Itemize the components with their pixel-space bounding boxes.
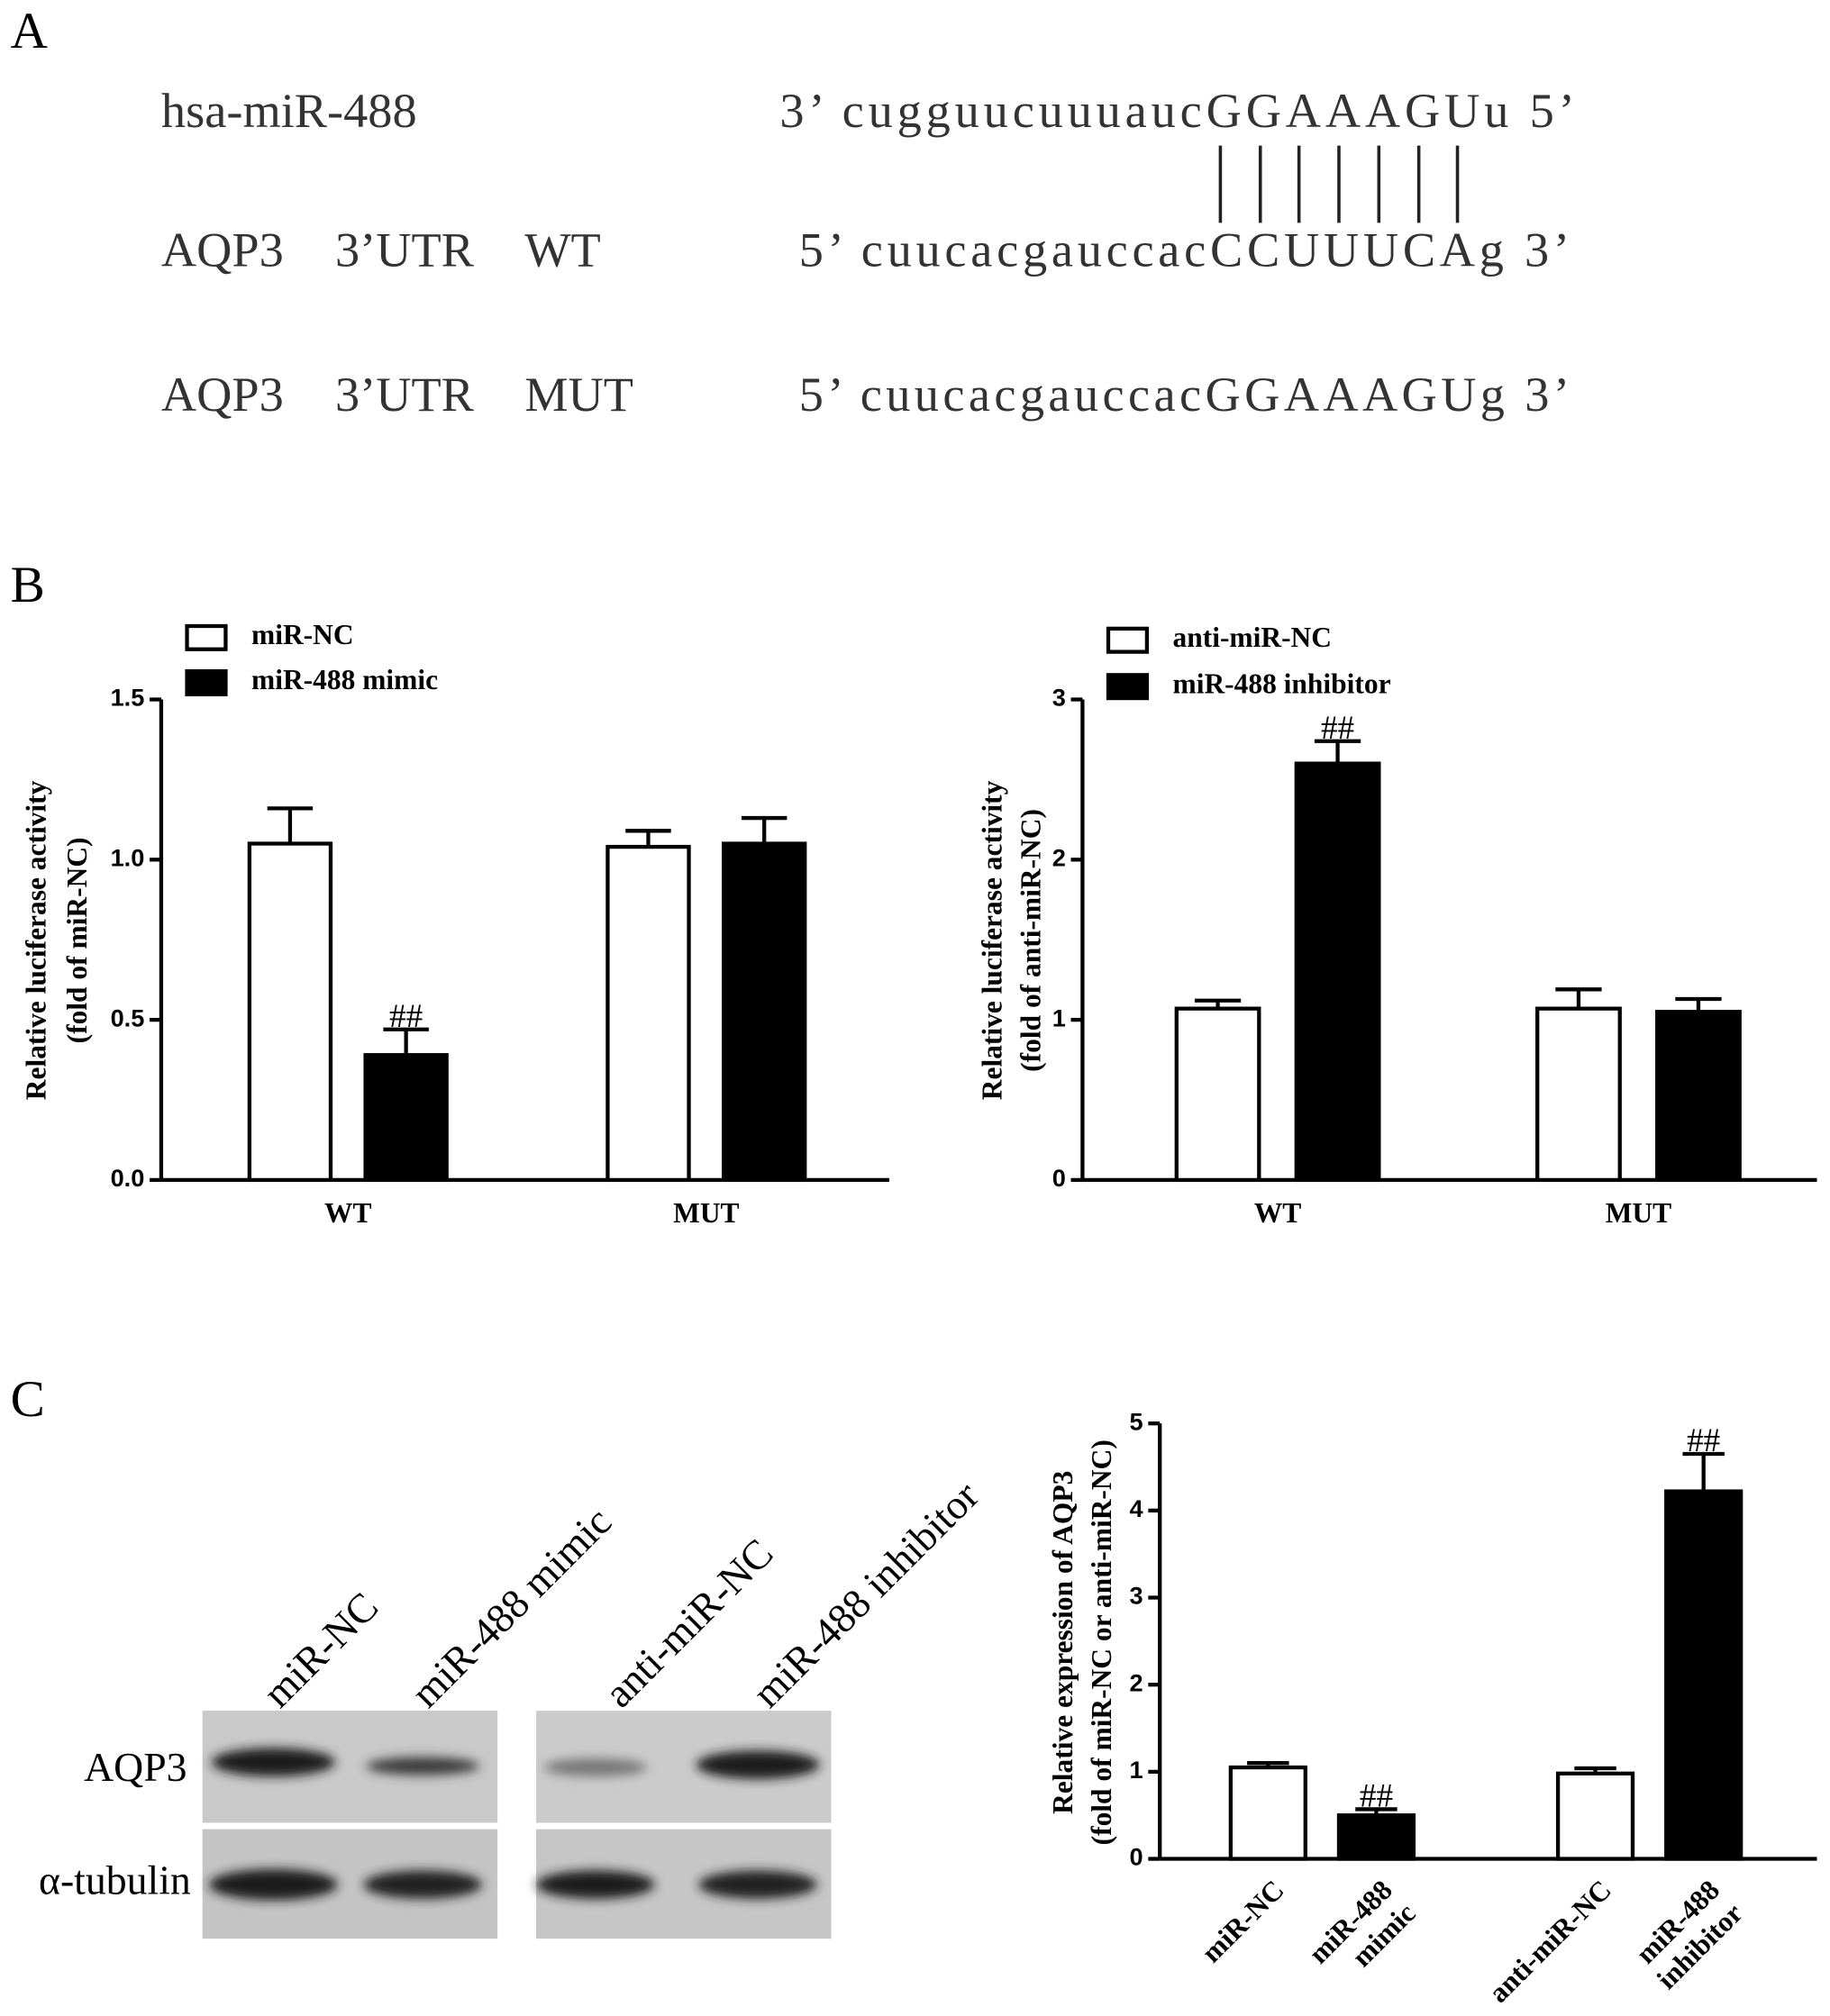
row-label: hsa-miR-488 — [161, 84, 417, 138]
y-tick-label: 2 — [1130, 1668, 1143, 1696]
bar — [1336, 1813, 1416, 1861]
panel-label: B — [11, 557, 45, 613]
y-tick-label: 3 — [1130, 1582, 1143, 1610]
y-axis-label: Relative expression of AQP3 — [1047, 1471, 1079, 1814]
bar — [1664, 1489, 1744, 1861]
significance: ## — [1360, 1778, 1393, 1815]
sequence: 3’ cugguucuuuaucGGAAAGUu 5’ — [779, 84, 1574, 138]
sequence: 5’ cuucacgauccacGGAAAGUg 3’ — [799, 368, 1570, 422]
legend-label: miR-488 inhibitor — [1173, 667, 1391, 699]
bar — [363, 1053, 449, 1183]
row-label: MUT — [524, 368, 633, 422]
y-axis-label: Relative luciferase activity — [976, 780, 1007, 1100]
lane-label: miR-NC — [254, 1583, 387, 1716]
lane-label: miR-488 inhibitor — [743, 1472, 988, 1716]
legend-label: miR-NC — [251, 619, 354, 650]
protein-label: α-tubulin — [39, 1857, 191, 1903]
legend-label: miR-488 mimic — [251, 664, 438, 695]
x-tick-label: anti-miR-NC — [1482, 1874, 1617, 2009]
bar — [1228, 1765, 1307, 1861]
lane-label: miR-488 mimic — [402, 1498, 620, 1716]
y-tick-label: 4 — [1130, 1494, 1143, 1522]
base-pairing — [1218, 145, 1460, 223]
panel-label: A — [11, 3, 48, 59]
bar — [1294, 761, 1381, 1183]
y-axis-label: (fold of anti-miR-NC) — [1015, 809, 1046, 1072]
bar — [1535, 1006, 1622, 1183]
y-tick-label: 0 — [1130, 1843, 1143, 1871]
x-tick-label: WT — [324, 1197, 371, 1229]
legend-label: anti-miR-NC — [1173, 622, 1332, 653]
significance: ## — [1321, 710, 1354, 747]
y-tick-label: 3 — [1052, 684, 1066, 712]
row-label: AQP3 — [161, 368, 284, 422]
legend-swatch — [1106, 673, 1150, 701]
x-tick-label: MUT — [673, 1197, 739, 1229]
y-tick-label: 0.0 — [111, 1164, 145, 1192]
y-tick-label: 2 — [1052, 843, 1066, 871]
y-tick-label: 1.5 — [111, 684, 145, 712]
y-tick-label: 1 — [1130, 1756, 1143, 1784]
y-tick-label: 5 — [1130, 1407, 1143, 1435]
y-axis-label: (fold of miR-NC) — [61, 837, 93, 1043]
bar — [1655, 1010, 1742, 1183]
row-label: AQP3 — [161, 223, 284, 277]
bar — [721, 841, 807, 1183]
y-tick-label: 0 — [1052, 1164, 1066, 1192]
y-tick-label: 0.5 — [111, 1003, 145, 1031]
row-label: 3’UTR — [335, 368, 475, 422]
panel-label: C — [11, 1371, 45, 1428]
legend-swatch — [185, 623, 228, 651]
sequence: 5’ cuucacgauccacCCUUUCAg 3’ — [799, 223, 1570, 277]
bar — [247, 841, 333, 1183]
x-tick-label: miR-NC — [1196, 1874, 1290, 1968]
row-label: 3’UTR — [335, 223, 475, 277]
bar — [1174, 1006, 1261, 1183]
x-tick-label: MUT — [1606, 1197, 1671, 1229]
legend-swatch — [185, 668, 228, 696]
y-axis-label: (fold of miR-NC or anti-miR-NC) — [1086, 1439, 1117, 1845]
y-tick-label: 1 — [1052, 1003, 1066, 1031]
legend-swatch — [1106, 626, 1150, 654]
significance: ## — [1687, 1422, 1720, 1459]
blot — [202, 1711, 832, 1939]
protein-label: AQP3 — [84, 1744, 187, 1790]
significance: ## — [389, 998, 423, 1035]
row-label: WT — [524, 223, 600, 277]
y-axis-label: Relative luciferase activity — [20, 780, 51, 1100]
x-tick-label: WT — [1254, 1197, 1301, 1229]
bar — [1555, 1771, 1635, 1861]
y-tick-label: 1.0 — [111, 843, 145, 871]
bar — [605, 844, 691, 1183]
